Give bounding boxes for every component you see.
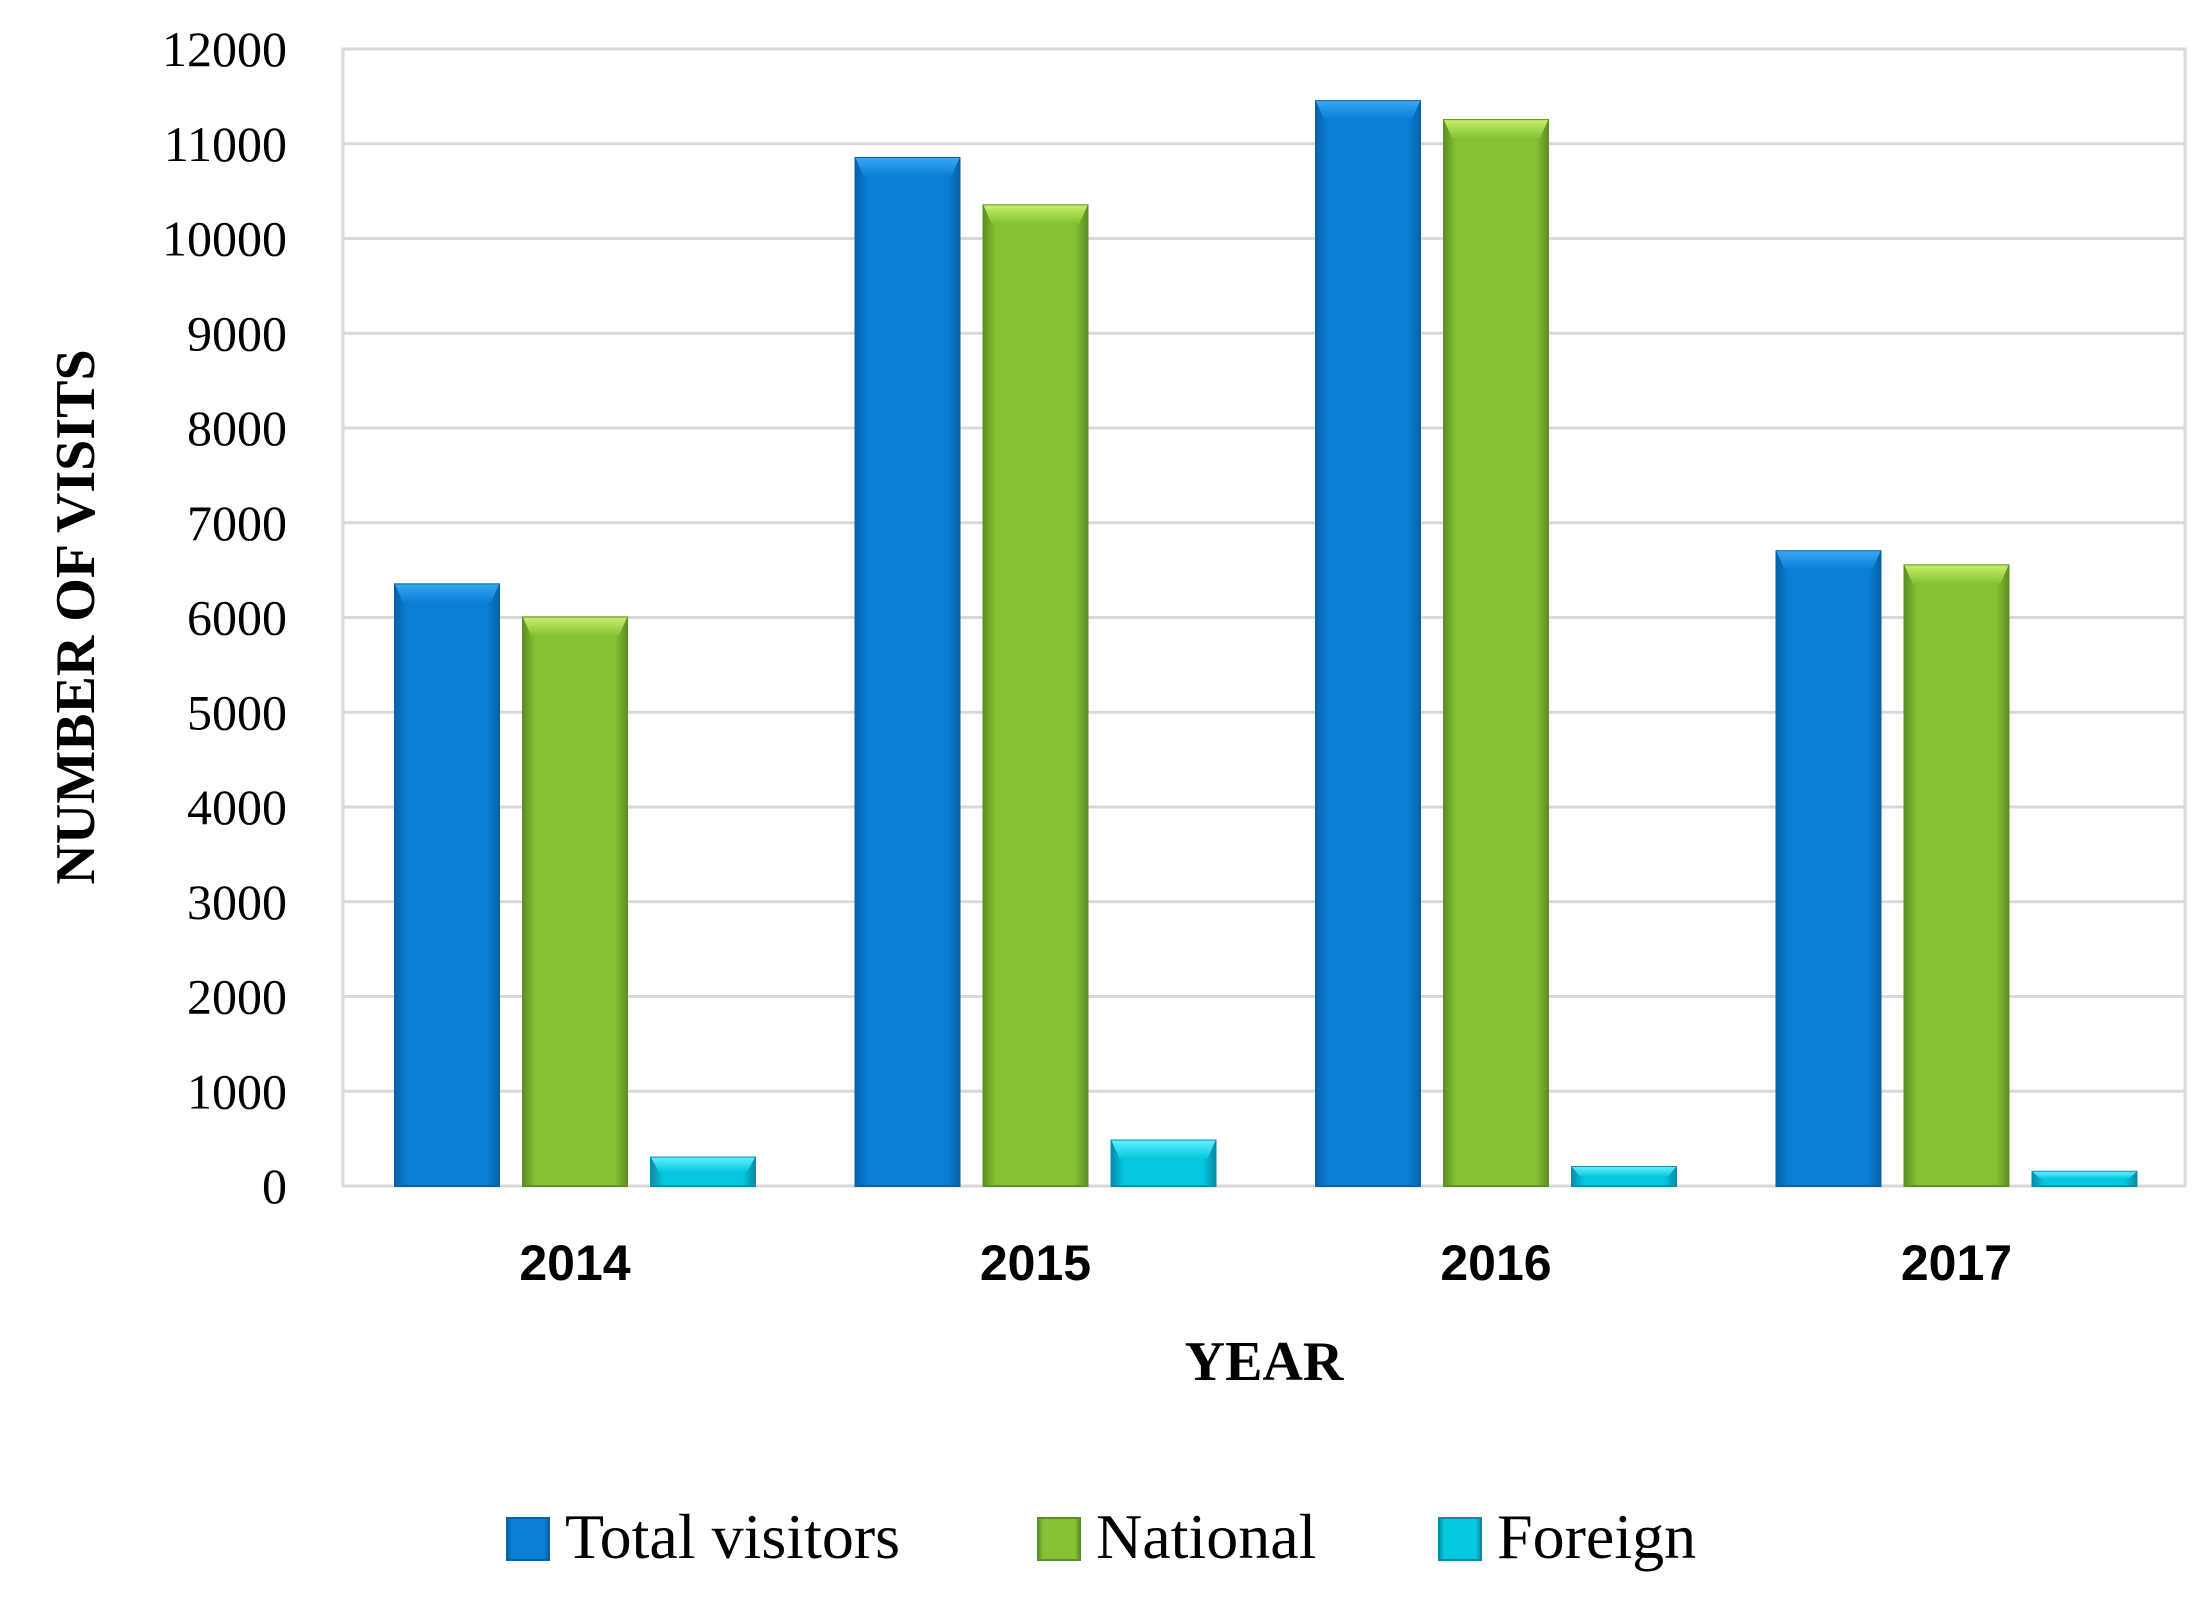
y-tick-label: 6000 [187,590,287,646]
y-tick-label: 2000 [187,969,287,1025]
bar-total-visitors-2016 [1315,100,1421,1187]
plot-border [341,47,2187,1188]
bar-foreign-2016 [1571,1166,1677,1188]
x-tick-label: 2017 [1901,1235,2012,1291]
x-tick-label: 2014 [519,1235,630,1291]
bar-national-2017 [1903,564,2010,1187]
x-tick-label: 2016 [1440,1235,1551,1291]
bars [394,100,2138,1188]
bar-foreign-2015 [1110,1139,1217,1188]
bar-foreign-2017 [2031,1170,2138,1187]
bar-national-2015 [982,204,1089,1187]
legend-item-national: National [1037,1501,1316,1572]
labels: 0 1000 2000 3000 4000 5000 6000 7000 8000 9000 100… [45,21,2012,1393]
y-tick-label: 12000 [162,21,287,77]
y-tick-label: 10000 [162,211,287,267]
legend-item-total-visitors: Total visitors [506,1501,900,1572]
axes [341,47,2187,1188]
legend: Total visitors National Foreign [506,1501,1696,1572]
legend-item-foreign: Foreign [1438,1501,1696,1572]
y-tick-label: 5000 [187,684,287,740]
bar-total-visitors-2015 [854,156,961,1187]
x-axis-title: YEAR [1185,1331,1344,1393]
legend-swatch [506,1517,550,1561]
legend-label: Foreign [1497,1501,1696,1572]
legend-label: Total visitors [565,1501,900,1572]
bar-national-2014 [522,616,628,1187]
y-tick-label: 3000 [187,874,287,930]
y-tick-label: 4000 [187,779,287,835]
bar-national-2016 [1443,119,1549,1187]
y-tick-label: 7000 [187,495,287,551]
x-tick-label: 2015 [980,1235,1091,1291]
y-tick-label: 9000 [187,305,287,361]
y-tick-label: 0 [262,1158,287,1214]
legend-swatch [1037,1517,1081,1561]
bar-total-visitors-2017 [1775,550,1882,1187]
y-axis-title: NUMBER OF VISITS [45,349,107,884]
y-tick-label: 8000 [187,400,287,456]
y-tick-label: 1000 [187,1063,287,1119]
bar-foreign-2014 [650,1156,756,1187]
legend-swatch [1438,1517,1482,1561]
bar-total-visitors-2014 [394,583,500,1187]
y-tick-label: 11000 [164,116,287,172]
legend-label: National [1096,1501,1316,1572]
